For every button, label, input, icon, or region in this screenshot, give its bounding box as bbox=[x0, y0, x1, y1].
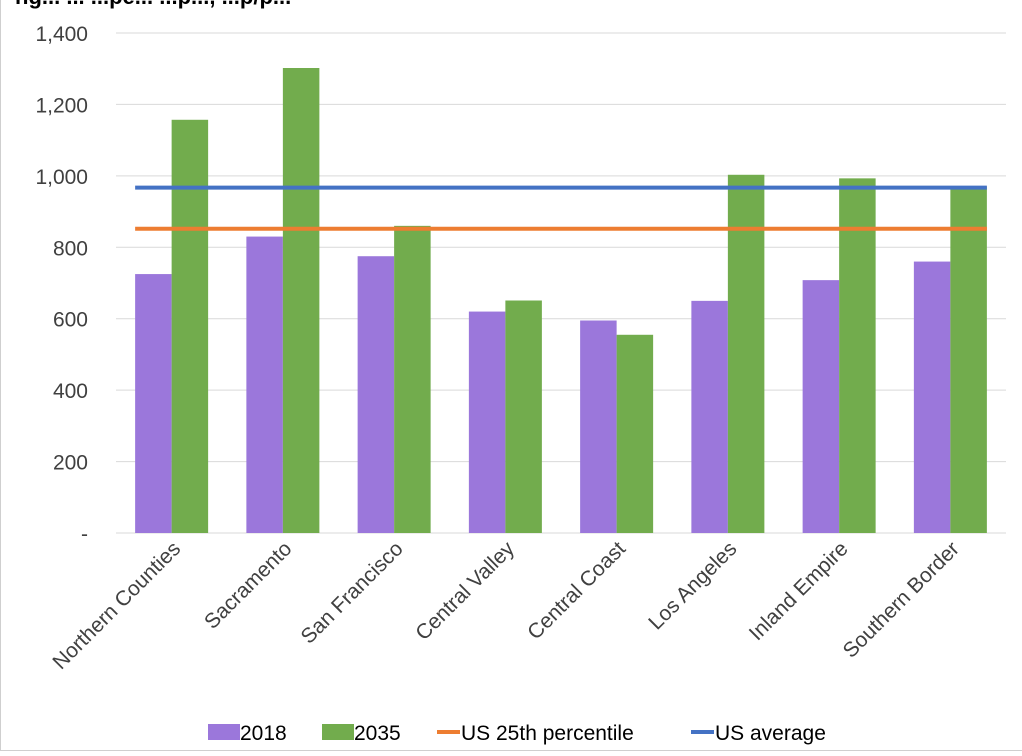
bar-2035-san-francisco bbox=[394, 225, 431, 533]
x-axis: Northern Counties Sacramento San Francisco… bbox=[48, 537, 964, 674]
bar-2035-central-valley bbox=[505, 300, 542, 533]
bar-2018-los-angeles bbox=[691, 300, 728, 533]
bars-group bbox=[135, 68, 987, 534]
y-tick-label: 800 bbox=[53, 237, 88, 260]
x-tick-label: Los Angeles bbox=[644, 537, 741, 634]
y-tick-label: 1,000 bbox=[35, 166, 88, 189]
legend-swatch-2018 bbox=[208, 724, 240, 740]
y-tick-label: 400 bbox=[53, 380, 88, 403]
legend-label-2018: 2018 bbox=[240, 722, 287, 745]
y-tick-label: - bbox=[81, 523, 88, 546]
x-tick-label: Northern Counties bbox=[48, 537, 185, 674]
chart-title: ng... ... ...pe... ...p..., ...p/p... bbox=[15, 0, 291, 10]
x-tick-label: Central Valley bbox=[411, 537, 519, 645]
legend: 2018 2035 US 25th percentile US average bbox=[208, 722, 826, 745]
x-tick-label: Central Coast bbox=[523, 537, 630, 644]
bar-2018-southern-border bbox=[913, 261, 951, 533]
bar-2018-san-francisco bbox=[357, 256, 395, 533]
legend-label-us-average: US average bbox=[715, 722, 826, 745]
y-tick-label: 1,400 bbox=[35, 23, 88, 46]
bar-2035-inland-empire bbox=[839, 178, 876, 533]
bar-2035-northern-counties bbox=[171, 119, 209, 534]
bar-2035-los-angeles bbox=[727, 174, 765, 534]
y-tick-label: 600 bbox=[53, 309, 88, 332]
x-tick-label: Inland Empire bbox=[745, 537, 853, 645]
bar-2018-central-valley bbox=[468, 311, 506, 533]
legend-swatch-2035 bbox=[322, 724, 354, 740]
reference-lines bbox=[135, 185, 987, 231]
y-tick-label: 200 bbox=[53, 452, 88, 475]
bar-2018-sacramento bbox=[246, 236, 283, 534]
bar-2018-central-coast bbox=[580, 320, 617, 533]
x-tick-label: Southern Border bbox=[839, 537, 964, 662]
bar-2035-southern-border bbox=[950, 186, 987, 534]
y-axis: - 200 400 600 800 1,000 1,200 1,400 bbox=[35, 23, 88, 546]
legend-label-us-25th-percentile: US 25th percentile bbox=[461, 722, 634, 745]
bar-2018-inland-empire bbox=[802, 280, 840, 533]
y-tick-label: 1,200 bbox=[35, 94, 88, 117]
bar-2035-central-coast bbox=[616, 334, 654, 533]
legend-label-2035: 2035 bbox=[354, 722, 401, 745]
bar-2018-northern-counties bbox=[135, 274, 172, 533]
x-tick-label: San Francisco bbox=[296, 537, 407, 648]
bar-2035-sacramento bbox=[282, 68, 320, 533]
x-tick-label: Sacramento bbox=[200, 537, 296, 633]
